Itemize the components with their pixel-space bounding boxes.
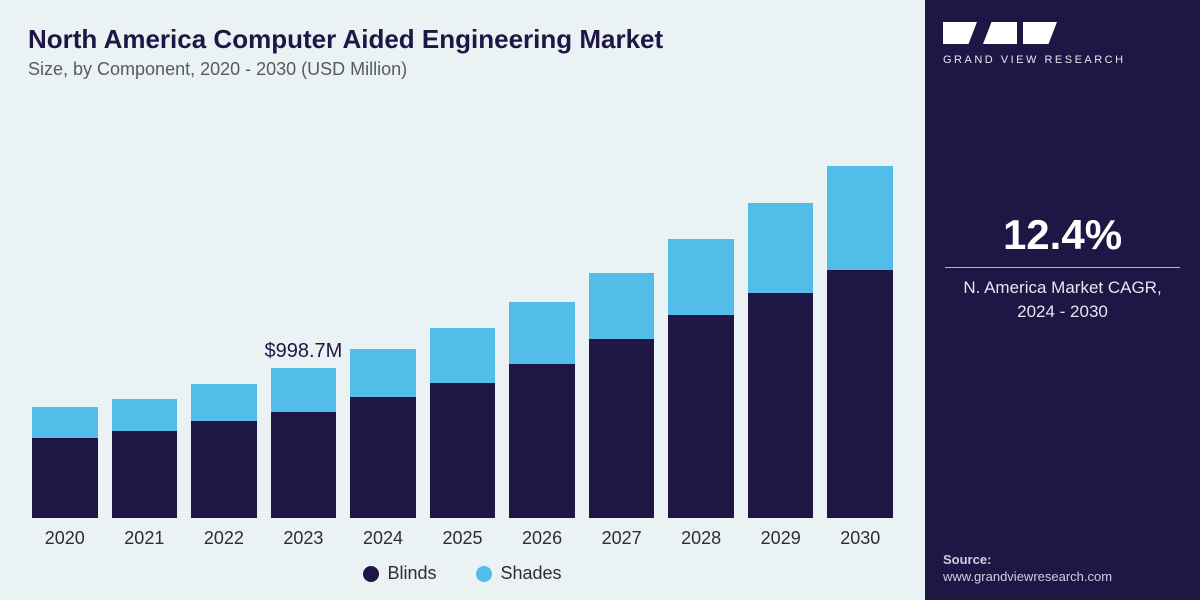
- bar-segment-shades: [350, 349, 416, 397]
- logo-shape-icon: [1023, 22, 1057, 44]
- bar-segment-shades: [827, 166, 893, 271]
- bar-segment-blinds: [350, 397, 416, 518]
- bar-stack: [668, 239, 734, 518]
- legend-item-shades: Shades: [476, 563, 561, 584]
- bar-segment-shades: [112, 399, 178, 431]
- bar-segment-blinds: [191, 421, 257, 518]
- x-axis-label: 2026: [522, 528, 562, 549]
- bar-column: 2027: [589, 273, 655, 549]
- bar-segment-blinds: [271, 412, 337, 518]
- bar-column: 2028: [668, 239, 734, 549]
- bar-stack: [589, 273, 655, 518]
- bar-segment-shades: [589, 273, 655, 339]
- x-axis-label: 2030: [840, 528, 880, 549]
- bar-column: 2026: [509, 302, 575, 549]
- bar-stack: [430, 328, 496, 518]
- source-url: www.grandviewresearch.com: [943, 569, 1182, 584]
- bar-segment-blinds: [112, 431, 178, 518]
- legend-item-blinds: Blinds: [363, 563, 436, 584]
- logo-shape-icon: [943, 22, 977, 44]
- bar-segment-shades: [430, 328, 496, 383]
- bar-segment-blinds: [748, 293, 814, 518]
- stat-block: 12.4% N. America Market CAGR, 2024 - 203…: [943, 211, 1182, 324]
- bar-segment-blinds: [430, 383, 496, 518]
- bar-stack: [509, 302, 575, 518]
- legend-swatch-shades: [476, 566, 492, 582]
- x-axis-label: 2020: [45, 528, 85, 549]
- stat-divider: [945, 267, 1180, 268]
- x-axis-label: 2023: [283, 528, 323, 549]
- chart-title: North America Computer Aided Engineering…: [28, 24, 897, 55]
- bar-segment-shades: [32, 407, 98, 438]
- bar-column: 2022: [191, 384, 257, 549]
- chart-subtitle: Size, by Component, 2020 - 2030 (USD Mil…: [28, 59, 897, 80]
- bar-column: 2020: [32, 407, 98, 549]
- x-axis-label: 2029: [761, 528, 801, 549]
- bar-column: 2029: [748, 203, 814, 549]
- x-axis-label: 2021: [124, 528, 164, 549]
- bar-stack: [191, 384, 257, 518]
- legend-swatch-blinds: [363, 566, 379, 582]
- legend-label-shades: Shades: [500, 563, 561, 584]
- chart-area: 2020202120222023$998.7M20242025202620272…: [28, 90, 897, 584]
- bars-row: 2020202120222023$998.7M20242025202620272…: [28, 90, 897, 549]
- legend: Blinds Shades: [28, 563, 897, 584]
- x-axis-label: 2025: [442, 528, 482, 549]
- brand-block: GRAND VIEW RESEARCH: [943, 22, 1182, 66]
- x-axis-label: 2024: [363, 528, 403, 549]
- bar-column: 2023$998.7M: [271, 368, 337, 549]
- brand-logo: [943, 22, 1182, 44]
- bar-stack: [748, 203, 814, 518]
- bar-column: 2030: [827, 166, 893, 549]
- bar-segment-blinds: [589, 339, 655, 518]
- value-callout: $998.7M: [264, 340, 342, 363]
- sidebar: GRAND VIEW RESEARCH 12.4% N. America Mar…: [925, 0, 1200, 600]
- bar-column: 2021: [112, 399, 178, 549]
- brand-name: GRAND VIEW RESEARCH: [943, 54, 1182, 66]
- bar-column: 2025: [430, 328, 496, 549]
- bar-column: 2024: [350, 349, 416, 549]
- source-block: Source: www.grandviewresearch.com: [943, 552, 1182, 584]
- bar-segment-blinds: [509, 364, 575, 518]
- bar-stack: [350, 349, 416, 518]
- bar-stack: [32, 407, 98, 518]
- logo-shape-icon: [983, 22, 1017, 44]
- bar-stack: [827, 166, 893, 518]
- x-axis-label: 2028: [681, 528, 721, 549]
- bar-segment-shades: [509, 302, 575, 363]
- x-axis-label: 2027: [602, 528, 642, 549]
- stat-label: N. America Market CAGR, 2024 - 2030: [943, 276, 1182, 324]
- bar-segment-shades: [271, 368, 337, 412]
- main-panel: North America Computer Aided Engineering…: [0, 0, 925, 600]
- source-heading: Source:: [943, 552, 1182, 567]
- bar-segment-blinds: [668, 315, 734, 518]
- stat-value: 12.4%: [943, 211, 1182, 259]
- bar-stack: [112, 399, 178, 518]
- bar-segment-blinds: [32, 438, 98, 518]
- x-axis-label: 2022: [204, 528, 244, 549]
- bar-segment-blinds: [827, 270, 893, 518]
- bar-segment-shades: [748, 203, 814, 293]
- bar-segment-shades: [668, 239, 734, 315]
- bar-segment-shades: [191, 384, 257, 421]
- bar-stack: [271, 368, 337, 518]
- legend-label-blinds: Blinds: [387, 563, 436, 584]
